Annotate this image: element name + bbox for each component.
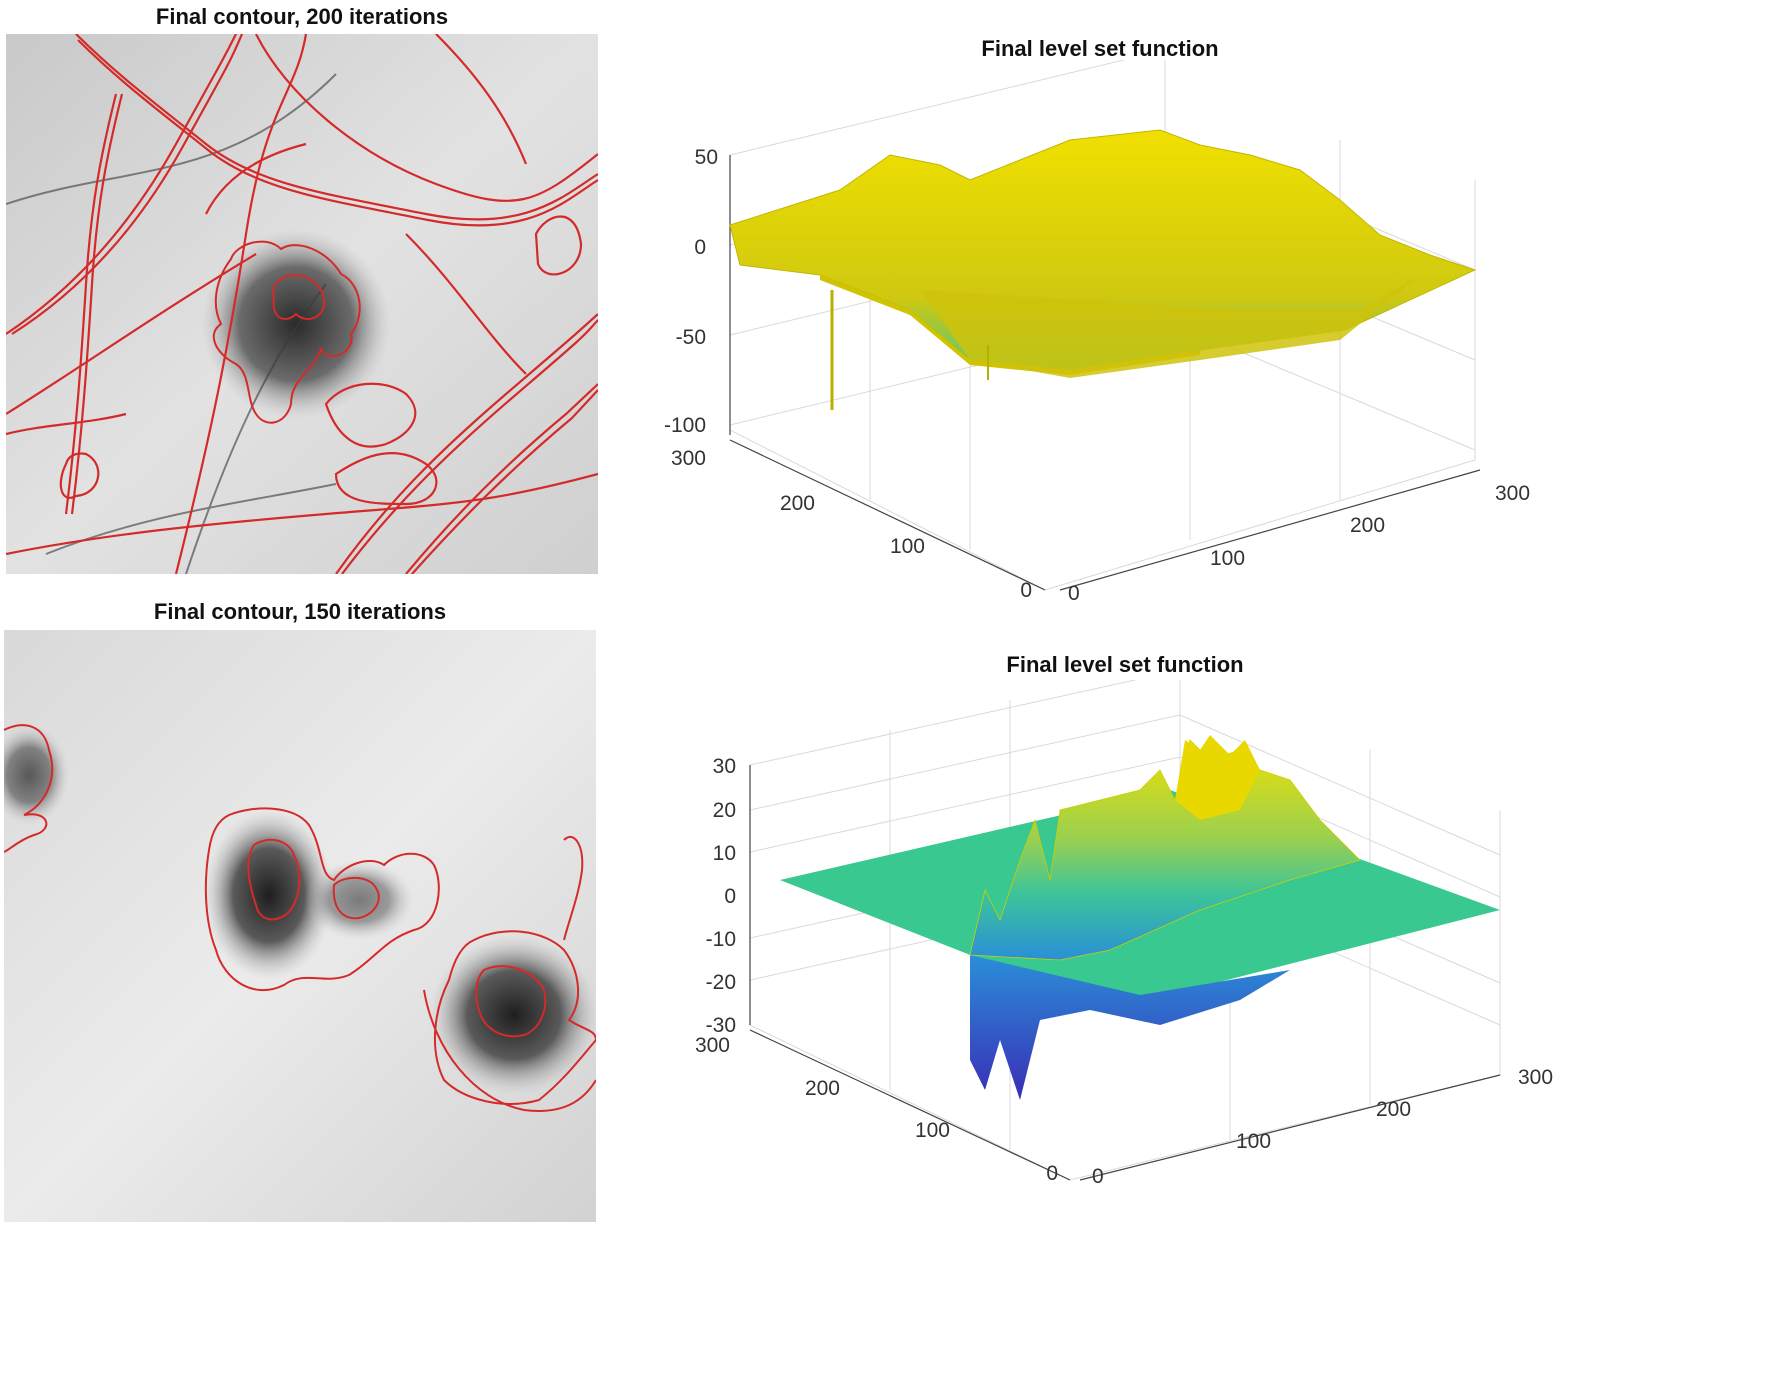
- contour-overlay-150: [4, 630, 596, 1222]
- y-tick-200: 200: [780, 492, 815, 515]
- red-contours: [6, 34, 598, 574]
- z-tick-30: 30: [713, 755, 736, 778]
- surface-svg-1: 50 0 -50 -100 300 200 100 0 0 100 200 30…: [664, 60, 1530, 605]
- surface-peaks-2: [969, 739, 1361, 961]
- x-tick-300: 300: [1495, 482, 1530, 505]
- x-tick-300b: 300: [1518, 1066, 1553, 1089]
- x-tick-200b: 200: [1376, 1098, 1411, 1121]
- y-tick-200b: 200: [805, 1077, 840, 1100]
- y-tick-100: 100: [890, 535, 925, 558]
- z-tick-0b: 0: [724, 885, 736, 908]
- contour-image-150: [4, 630, 596, 1222]
- x-tick-200: 200: [1350, 514, 1385, 537]
- lesion-inner-contour: [272, 274, 326, 320]
- lesion-region-b: [304, 860, 414, 940]
- top-left-title: Final contour, 200 iterations: [155, 4, 449, 29]
- contour-overlay-200: [6, 34, 598, 574]
- z-tick-neg10: -10: [706, 928, 736, 951]
- x-tick-0: 0: [1068, 582, 1080, 605]
- y-tick-0: 0: [1020, 579, 1032, 602]
- y-tick-300: 300: [671, 447, 706, 470]
- z-tick-neg20: -20: [706, 971, 736, 994]
- lesion-region-a: [204, 810, 334, 980]
- contour-image-200: [6, 34, 598, 574]
- surface-plot-1: 50 0 -50 -100 300 200 100 0 0 100 200 30…: [640, 60, 1770, 620]
- x-tick-100: 100: [1210, 547, 1245, 570]
- z-tick-neg50: -50: [676, 326, 706, 349]
- z-tick-20: 20: [713, 799, 736, 822]
- z-tick-10: 10: [713, 842, 736, 865]
- surface-plot-2: 30 20 10 0 -10 -20 -30 300 200 100 0 0 1…: [640, 680, 1770, 1240]
- surface-dips-2: [970, 955, 1290, 1100]
- axes-lines-2: [749, 765, 1501, 1181]
- x-tick-0b: 0: [1092, 1165, 1104, 1188]
- red-contours-150: [4, 724, 596, 1112]
- lesion-region-d: [4, 725, 69, 825]
- bottom-left-title: Final contour, 150 iterations: [153, 599, 447, 624]
- x-tick-100b: 100: [1236, 1130, 1271, 1153]
- z-tick-neg30: -30: [706, 1014, 736, 1037]
- surface-lower-1: [920, 275, 1420, 378]
- y-tick-300b: 300: [695, 1034, 730, 1057]
- z-tick-50: 50: [695, 146, 718, 169]
- lesion-outer-contour: [212, 240, 361, 424]
- y-tick-0b: 0: [1046, 1162, 1058, 1185]
- axes-lines-1: [729, 155, 1481, 591]
- peak-cluster-2: [1175, 735, 1260, 820]
- lesion-region: [201, 229, 391, 419]
- z-tick-neg100: -100: [664, 414, 706, 437]
- z-tick-0: 0: [694, 236, 706, 259]
- lesion-region-c: [429, 935, 596, 1095]
- y-tick-100b: 100: [915, 1119, 950, 1142]
- surface-svg-2: 30 20 10 0 -10 -20 -30 300 200 100 0 0 1…: [695, 680, 1553, 1188]
- top-right-title: Final level set function: [981, 36, 1219, 61]
- bottom-right-title: Final level set function: [1006, 652, 1244, 677]
